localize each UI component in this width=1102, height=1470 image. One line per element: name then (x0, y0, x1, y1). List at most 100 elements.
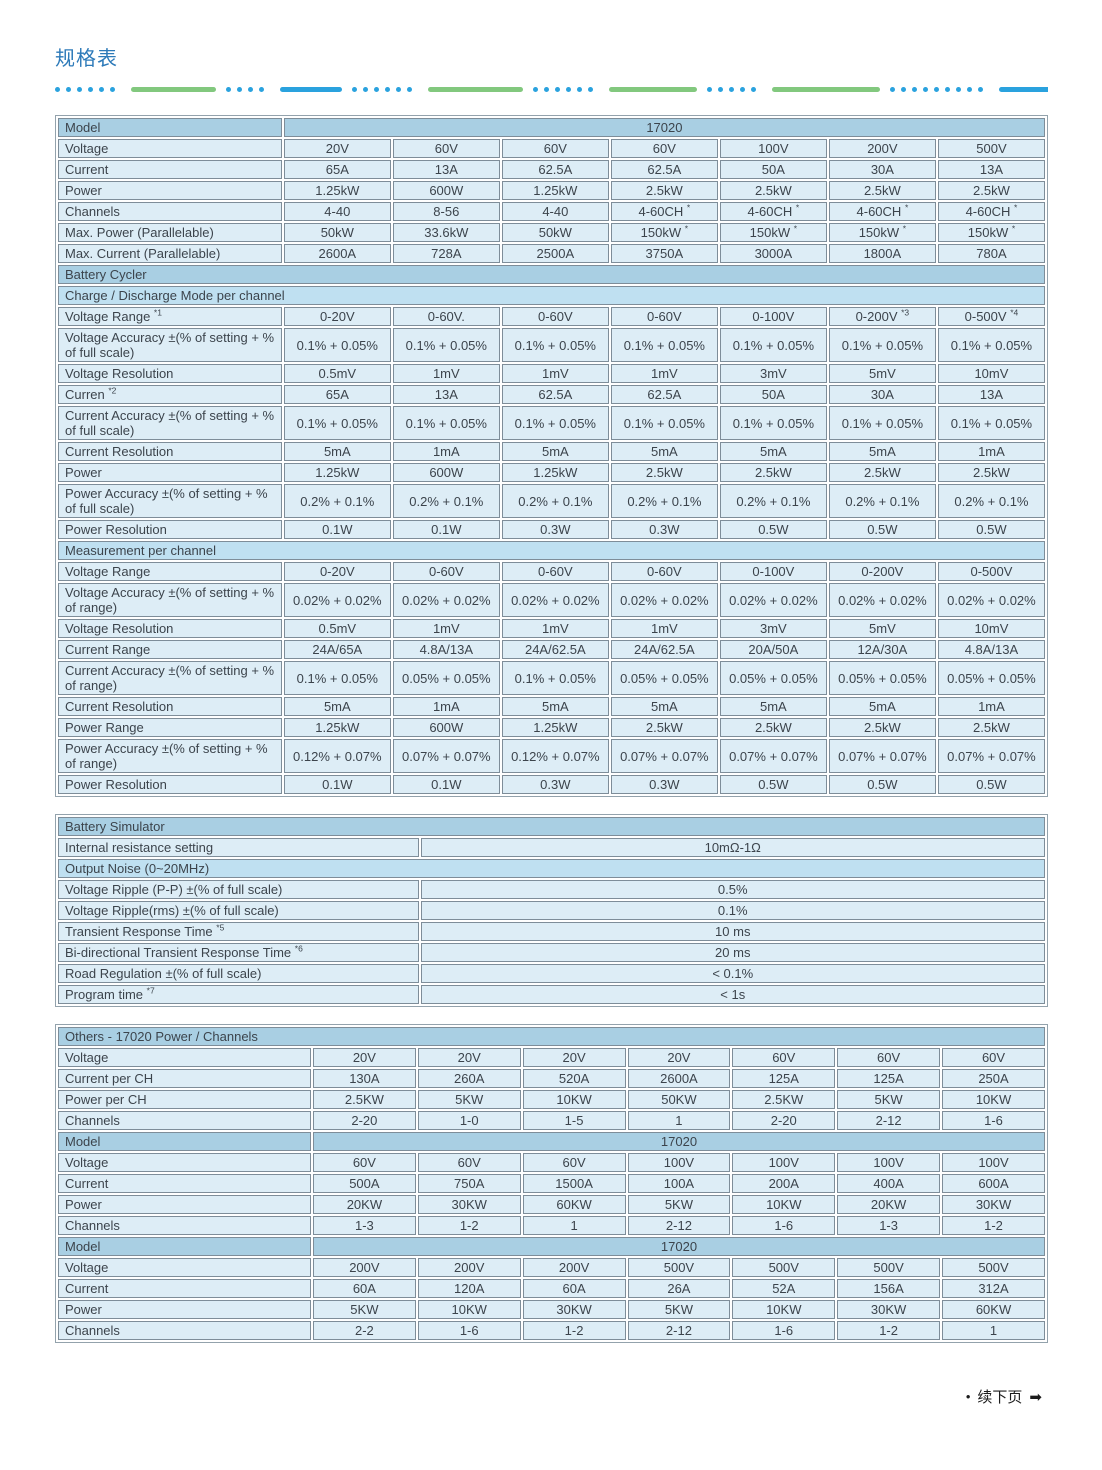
value-cell: 0.3W (501, 775, 609, 794)
value-cell: 100V (732, 1153, 836, 1172)
value-cell: 2-20 (732, 1111, 836, 1130)
row-label-cell: Current per CH (58, 1069, 311, 1088)
value-cell: 0.02% + 0.02% (392, 583, 500, 617)
value-cell: 5KW (627, 1195, 731, 1214)
value-cell: 500V (937, 139, 1045, 158)
value-cell: 0-100V (719, 307, 827, 326)
value-cell: 750A (417, 1174, 521, 1193)
value-cell: 60V (501, 139, 609, 158)
value-cell: 250A (942, 1069, 1045, 1088)
value-cell: 1mV (610, 619, 718, 638)
value-cell: 2.5kW (828, 463, 936, 482)
value-cell: 4-40 (283, 202, 391, 221)
value-cell: 2.5kW (610, 718, 718, 737)
divider-dots (533, 86, 599, 92)
value-cell: 0.1W (392, 520, 500, 539)
value-cell: 50A (719, 160, 827, 179)
value-cell: 600W (392, 463, 500, 482)
decorative-divider (55, 85, 1048, 93)
value-cell: 2.5kW (828, 181, 936, 200)
value-cell: 0.2% + 0.1% (828, 484, 936, 518)
value-cell: 60KW (942, 1300, 1045, 1319)
row-label-cell: Current Range (58, 640, 282, 659)
value-cell: 5mA (501, 442, 609, 461)
value-cell: 5mA (283, 442, 391, 461)
value-cell: 62.5A (501, 385, 609, 404)
value-cell: 200V (828, 139, 936, 158)
value-cell: 0.02% + 0.02% (937, 583, 1045, 617)
table-row: Power Accuracy ±(% of setting + % of ran… (58, 739, 1045, 773)
table-row: Road Regulation ±(% of full scale) < 0.1% (58, 964, 1045, 983)
value-cell: 3750A (610, 244, 718, 263)
value-cell: 0.5W (719, 520, 827, 539)
value-cell: 0-500V *4 (937, 307, 1045, 326)
value-cell: 3mV (719, 364, 827, 383)
row-label-cell: Current (58, 160, 282, 179)
table-row: Current per CH 130A 260A 520A 2600A 125A 125A 2… (58, 1069, 1045, 1088)
table-row: Current 65A 13A 62.5A 62.5A 50A 30A 13A (58, 160, 1045, 179)
value-cell: 500V (732, 1258, 836, 1277)
table-row: Current Resolution 5mA 1mA 5mA 5mA 5mA 5mA 1mA (58, 442, 1045, 461)
table-row: Others - 17020 Power / Channels (58, 1027, 1045, 1046)
divider-dots (890, 86, 989, 92)
table-row: Model 17020 (58, 1237, 1045, 1256)
row-label-cell: Power Resolution (58, 775, 282, 794)
value-cell: 4-60CH * (828, 202, 936, 221)
value-cell: 24A/65A (283, 640, 391, 659)
value-cell: 52A (732, 1279, 836, 1298)
value-cell: 0.05% + 0.05% (719, 661, 827, 695)
value-cell: 24A/62.5A (610, 640, 718, 659)
table-row: Max. Power (Parallelable) 50kW 33.6kW 50kW 1… (58, 223, 1045, 242)
value-cell: 5mA (610, 697, 718, 716)
continued-next-page-note: • 续下页 ➡ (966, 1386, 1042, 1407)
value-cell: 60V (522, 1153, 626, 1172)
value-cell: 120A (417, 1279, 521, 1298)
table-row: Current Range 24A/65A 4.8A/13A 24A/62.5A 24A… (58, 640, 1045, 659)
value-cell: 1mA (392, 697, 500, 716)
value-cell: 50KW (627, 1090, 731, 1109)
value-cell: 5KW (627, 1300, 731, 1319)
row-label-cell: Voltage Ripple(rms) ±(% of full scale) (58, 901, 419, 920)
row-label-cell: Voltage Resolution (58, 364, 282, 383)
battery-simulator-table: Battery Simulator Internal resistance set… (55, 814, 1048, 1007)
value-cell: 1.25kW (283, 718, 391, 737)
value-cell: 20V (522, 1048, 626, 1067)
value-cell: 10 ms (420, 922, 1045, 941)
value-cell: 2-12 (627, 1216, 731, 1235)
value-cell: 1-5 (522, 1111, 626, 1130)
table-row: Power 5KW 10KW 30KW 5KW 10KW 30KW 60KW (58, 1300, 1045, 1319)
value-cell: 0.2% + 0.1% (719, 484, 827, 518)
value-cell: 0-200V *3 (828, 307, 936, 326)
value-cell: 60V (942, 1048, 1045, 1067)
value-cell: 0.1% + 0.05% (610, 328, 718, 362)
value-cell: 1mV (392, 619, 500, 638)
value-cell: 0.1% (420, 901, 1045, 920)
value-cell: 3mV (719, 619, 827, 638)
section-header-cell: Charge / Discharge Mode per channel (58, 286, 1045, 305)
table-row: Program time *7 < 1s (58, 985, 1045, 1004)
value-cell: 0.1% + 0.05% (501, 328, 609, 362)
value-cell: 0.05% + 0.05% (937, 661, 1045, 695)
value-cell: 0.05% + 0.05% (392, 661, 500, 695)
value-cell: 130A (312, 1069, 416, 1088)
row-label-cell: Channels (58, 1321, 311, 1340)
value-cell: 0-200V (828, 562, 936, 581)
row-label-cell: Curren *2 (58, 385, 282, 404)
table-row: Voltage 20V 20V 20V 20V 60V 60V 60V (58, 1048, 1045, 1067)
value-cell: 1800A (828, 244, 936, 263)
value-cell: 1 (942, 1321, 1045, 1340)
value-cell: 150kW * (937, 223, 1045, 242)
value-cell: 65A (283, 385, 391, 404)
row-label-cell: Current (58, 1174, 311, 1193)
value-cell: 0-60V (610, 562, 718, 581)
value-cell: 60A (522, 1279, 626, 1298)
table-row: Power Resolution 0.1W 0.1W 0.3W 0.3W 0.5W 0.5W… (58, 775, 1045, 794)
value-cell: 0.1% + 0.05% (719, 328, 827, 362)
value-cell: 0.1% + 0.05% (283, 661, 391, 695)
value-cell: 20V (283, 139, 391, 158)
table-row: Voltage Resolution 0.5mV 1mV 1mV 1mV 3mV 5mV 10… (58, 364, 1045, 383)
row-label-cell: Voltage Accuracy ±(% of setting + % of r… (58, 583, 282, 617)
row-label-cell: Power Range (58, 718, 282, 737)
bullet-icon: • (965, 1389, 971, 1404)
